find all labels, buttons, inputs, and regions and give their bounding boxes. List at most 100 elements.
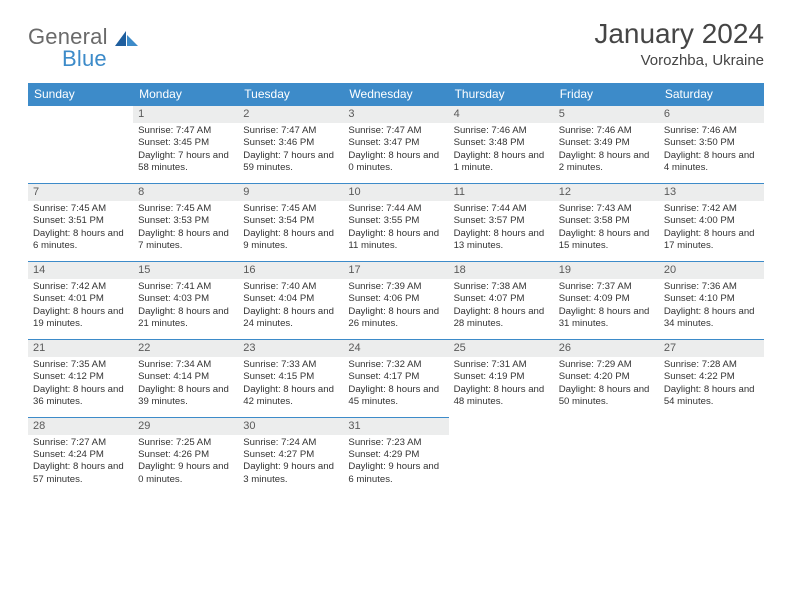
day-cell: 8Sunrise: 7:45 AMSunset: 3:53 PMDaylight… (133, 183, 238, 261)
day-detail: Sunrise: 7:27 AMSunset: 4:24 PMDaylight:… (28, 435, 133, 495)
calendar-body: 1Sunrise: 7:47 AMSunset: 3:45 PMDaylight… (28, 106, 764, 494)
day-cell: 24Sunrise: 7:32 AMSunset: 4:17 PMDayligh… (343, 339, 448, 417)
day-detail: Sunrise: 7:24 AMSunset: 4:27 PMDaylight:… (238, 435, 343, 495)
day-number: 7 (28, 183, 133, 201)
day-cell: 1Sunrise: 7:47 AMSunset: 3:45 PMDaylight… (133, 106, 238, 183)
brand-sail-icon (114, 29, 140, 47)
dayhead-tue: Tuesday (238, 83, 343, 106)
day-cell: 5Sunrise: 7:46 AMSunset: 3:49 PMDaylight… (554, 106, 659, 183)
day-cell: 21Sunrise: 7:35 AMSunset: 4:12 PMDayligh… (28, 339, 133, 417)
day-header-row: Sunday Monday Tuesday Wednesday Thursday… (28, 83, 764, 106)
header: General Blue January 2024 Vorozhba, Ukra… (28, 18, 764, 69)
day-cell: 6Sunrise: 7:46 AMSunset: 3:50 PMDaylight… (659, 106, 764, 183)
day-number: 12 (554, 183, 659, 201)
dayhead-mon: Monday (133, 83, 238, 106)
day-detail: Sunrise: 7:45 AMSunset: 3:51 PMDaylight:… (28, 201, 133, 261)
dayhead-fri: Friday (554, 83, 659, 106)
week-row: 14Sunrise: 7:42 AMSunset: 4:01 PMDayligh… (28, 261, 764, 339)
day-cell: 27Sunrise: 7:28 AMSunset: 4:22 PMDayligh… (659, 339, 764, 417)
day-cell: 16Sunrise: 7:40 AMSunset: 4:04 PMDayligh… (238, 261, 343, 339)
dayhead-sun: Sunday (28, 83, 133, 106)
day-detail: Sunrise: 7:34 AMSunset: 4:14 PMDaylight:… (133, 357, 238, 417)
day-detail: Sunrise: 7:46 AMSunset: 3:50 PMDaylight:… (659, 123, 764, 183)
page-title: January 2024 (594, 18, 764, 50)
day-detail: Sunrise: 7:35 AMSunset: 4:12 PMDaylight:… (28, 357, 133, 417)
day-cell: 14Sunrise: 7:42 AMSunset: 4:01 PMDayligh… (28, 261, 133, 339)
day-number: 25 (449, 339, 554, 357)
day-detail: Sunrise: 7:45 AMSunset: 3:53 PMDaylight:… (133, 201, 238, 261)
day-detail: Sunrise: 7:33 AMSunset: 4:15 PMDaylight:… (238, 357, 343, 417)
day-detail: Sunrise: 7:32 AMSunset: 4:17 PMDaylight:… (343, 357, 448, 417)
day-cell: 30Sunrise: 7:24 AMSunset: 4:27 PMDayligh… (238, 417, 343, 495)
day-cell: 18Sunrise: 7:38 AMSunset: 4:07 PMDayligh… (449, 261, 554, 339)
dayhead-wed: Wednesday (343, 83, 448, 106)
day-number: 28 (28, 417, 133, 435)
day-cell: 17Sunrise: 7:39 AMSunset: 4:06 PMDayligh… (343, 261, 448, 339)
day-detail: Sunrise: 7:47 AMSunset: 3:47 PMDaylight:… (343, 123, 448, 183)
day-detail: Sunrise: 7:40 AMSunset: 4:04 PMDaylight:… (238, 279, 343, 339)
day-cell: 2Sunrise: 7:47 AMSunset: 3:46 PMDaylight… (238, 106, 343, 183)
day-number: 8 (133, 183, 238, 201)
day-detail: Sunrise: 7:31 AMSunset: 4:19 PMDaylight:… (449, 357, 554, 417)
calendar-table: Sunday Monday Tuesday Wednesday Thursday… (28, 83, 764, 494)
day-cell: 20Sunrise: 7:36 AMSunset: 4:10 PMDayligh… (659, 261, 764, 339)
day-number: 9 (238, 183, 343, 201)
day-cell: 26Sunrise: 7:29 AMSunset: 4:20 PMDayligh… (554, 339, 659, 417)
day-detail: Sunrise: 7:45 AMSunset: 3:54 PMDaylight:… (238, 201, 343, 261)
brand-text-blue: Blue (62, 46, 107, 72)
day-cell: 31Sunrise: 7:23 AMSunset: 4:29 PMDayligh… (343, 417, 448, 495)
day-cell: 10Sunrise: 7:44 AMSunset: 3:55 PMDayligh… (343, 183, 448, 261)
day-detail: Sunrise: 7:46 AMSunset: 3:49 PMDaylight:… (554, 123, 659, 183)
day-number: 23 (238, 339, 343, 357)
day-number: 4 (449, 106, 554, 123)
day-detail: Sunrise: 7:47 AMSunset: 3:45 PMDaylight:… (133, 123, 238, 183)
day-cell (449, 417, 554, 495)
day-detail: Sunrise: 7:29 AMSunset: 4:20 PMDaylight:… (554, 357, 659, 417)
day-number: 30 (238, 417, 343, 435)
title-block: January 2024 Vorozhba, Ukraine (594, 18, 764, 69)
day-detail: Sunrise: 7:42 AMSunset: 4:01 PMDaylight:… (28, 279, 133, 339)
day-detail: Sunrise: 7:36 AMSunset: 4:10 PMDaylight:… (659, 279, 764, 339)
day-cell: 12Sunrise: 7:43 AMSunset: 3:58 PMDayligh… (554, 183, 659, 261)
day-cell (554, 417, 659, 495)
day-number: 3 (343, 106, 448, 123)
day-number: 5 (554, 106, 659, 123)
day-detail: Sunrise: 7:47 AMSunset: 3:46 PMDaylight:… (238, 123, 343, 183)
dayhead-thu: Thursday (449, 83, 554, 106)
day-number: 21 (28, 339, 133, 357)
day-cell (659, 417, 764, 495)
day-cell (28, 106, 133, 183)
day-number: 31 (343, 417, 448, 435)
day-number: 20 (659, 261, 764, 279)
day-number: 29 (133, 417, 238, 435)
dayhead-sat: Saturday (659, 83, 764, 106)
day-cell: 13Sunrise: 7:42 AMSunset: 4:00 PMDayligh… (659, 183, 764, 261)
day-number: 2 (238, 106, 343, 123)
day-cell: 25Sunrise: 7:31 AMSunset: 4:19 PMDayligh… (449, 339, 554, 417)
day-number: 15 (133, 261, 238, 279)
brand-logo: General Blue (28, 24, 140, 50)
day-number: 27 (659, 339, 764, 357)
day-number: 1 (133, 106, 238, 123)
calendar-page: General Blue January 2024 Vorozhba, Ukra… (0, 0, 792, 512)
day-number: 16 (238, 261, 343, 279)
day-number: 18 (449, 261, 554, 279)
day-cell: 15Sunrise: 7:41 AMSunset: 4:03 PMDayligh… (133, 261, 238, 339)
day-number: 10 (343, 183, 448, 201)
day-detail: Sunrise: 7:46 AMSunset: 3:48 PMDaylight:… (449, 123, 554, 183)
day-number: 17 (343, 261, 448, 279)
day-cell: 9Sunrise: 7:45 AMSunset: 3:54 PMDaylight… (238, 183, 343, 261)
day-detail: Sunrise: 7:44 AMSunset: 3:57 PMDaylight:… (449, 201, 554, 261)
day-number: 24 (343, 339, 448, 357)
day-cell: 3Sunrise: 7:47 AMSunset: 3:47 PMDaylight… (343, 106, 448, 183)
day-cell: 23Sunrise: 7:33 AMSunset: 4:15 PMDayligh… (238, 339, 343, 417)
day-number: 11 (449, 183, 554, 201)
day-detail: Sunrise: 7:42 AMSunset: 4:00 PMDaylight:… (659, 201, 764, 261)
day-detail: Sunrise: 7:38 AMSunset: 4:07 PMDaylight:… (449, 279, 554, 339)
day-detail: Sunrise: 7:39 AMSunset: 4:06 PMDaylight:… (343, 279, 448, 339)
day-detail: Sunrise: 7:44 AMSunset: 3:55 PMDaylight:… (343, 201, 448, 261)
day-cell: 19Sunrise: 7:37 AMSunset: 4:09 PMDayligh… (554, 261, 659, 339)
day-number: 14 (28, 261, 133, 279)
day-cell: 22Sunrise: 7:34 AMSunset: 4:14 PMDayligh… (133, 339, 238, 417)
day-cell: 4Sunrise: 7:46 AMSunset: 3:48 PMDaylight… (449, 106, 554, 183)
